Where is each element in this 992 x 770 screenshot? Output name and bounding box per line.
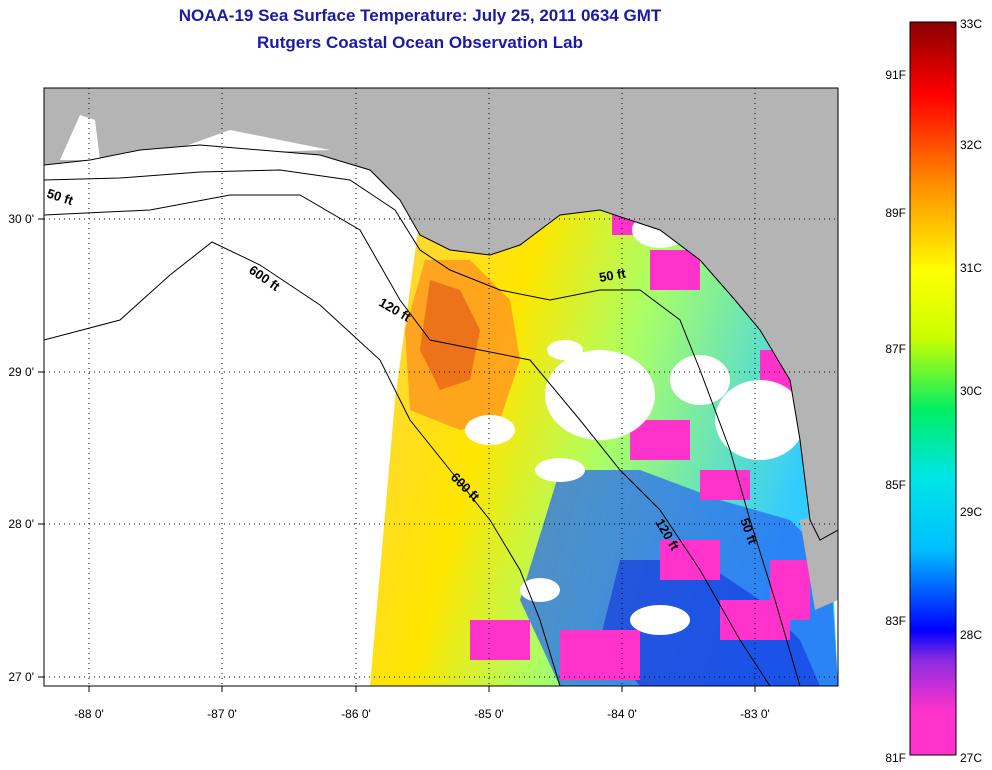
contour-label-50ft-big-bend: 50 ft [598, 265, 628, 285]
x-tick-label: -85 0' [474, 707, 504, 721]
land-florida [44, 88, 838, 540]
hot-spot-region [420, 280, 480, 390]
x-tick-label: -86 0' [341, 707, 371, 721]
x-tick-label: -84 0' [607, 707, 637, 721]
y-tick-label: 28 0' [8, 517, 34, 531]
x-tick-label: -83 0' [740, 707, 770, 721]
axis-ticks [38, 218, 756, 692]
coastline [44, 144, 838, 541]
y-tick-label: 29 0' [8, 365, 34, 379]
mobile-bay [60, 115, 100, 160]
cold-water-region [600, 560, 820, 686]
contour-50ft [44, 169, 801, 686]
y-tick-label: 30 0' [8, 212, 34, 226]
contour-600ft [44, 241, 561, 686]
x-tick-label: -87 0' [207, 707, 237, 721]
map-title: NOAA-19 Sea Surface Temperature: July 25… [178, 6, 662, 25]
y-tick-label: 27 0' [8, 670, 34, 684]
map-subtitle: Rutgers Coastal Ocean Observation Lab [257, 33, 583, 52]
contour-120ft [44, 194, 771, 686]
x-tick-label: -88 0' [74, 707, 104, 721]
cloud-patches [465, 212, 805, 635]
plot-frame [43, 87, 839, 687]
